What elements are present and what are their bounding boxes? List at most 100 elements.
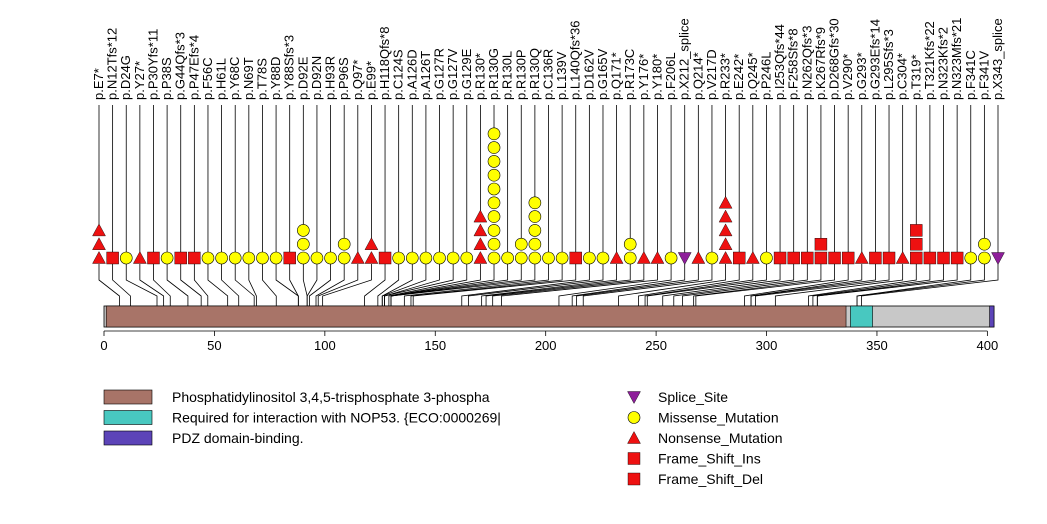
missense-marker <box>487 127 501 141</box>
frameshift-del-marker <box>773 251 787 265</box>
position-connector <box>317 264 359 306</box>
missense-marker <box>119 251 133 265</box>
position-connector <box>808 264 917 306</box>
missense-marker <box>242 251 256 265</box>
missense-marker <box>405 251 419 265</box>
frameshift-del-marker <box>627 472 641 486</box>
position-connector <box>322 264 372 306</box>
nonsense-marker <box>133 251 147 264</box>
position-connector <box>816 264 958 306</box>
mutation-label: p.N323Mfs*21 <box>949 18 964 100</box>
position-connector <box>388 264 468 306</box>
nonsense-marker <box>895 251 910 264</box>
position-connector <box>571 264 686 306</box>
axis-tick-label: 250 <box>645 338 667 353</box>
position-connector <box>644 264 754 306</box>
frameshift-del-marker <box>787 251 800 265</box>
missense-marker <box>528 237 542 251</box>
missense-marker <box>337 237 351 251</box>
position-connector <box>410 264 563 306</box>
frameshift-ins-marker <box>627 452 641 465</box>
mutation-label: p.D92E <box>295 56 310 100</box>
missense-marker <box>542 251 555 265</box>
mutation-label: p.F341V <box>976 51 991 100</box>
mutation-label: p.D268Gfs*30 <box>827 18 842 100</box>
position-connector <box>139 264 165 306</box>
axis-tick-label: 50 <box>207 338 221 353</box>
mutation-label: p.G293Efs*14 <box>867 19 882 100</box>
axis-tick-label: 150 <box>424 338 446 353</box>
nonsense-marker <box>650 251 665 264</box>
nonsense-marker <box>364 237 379 250</box>
mutation-label: p.Y27* <box>132 61 147 100</box>
missense-marker <box>392 251 405 265</box>
position-connector <box>390 264 536 306</box>
position-connector <box>308 264 331 306</box>
mutation-labels: p.E7*p.N12Tfs*12p.D24Gp.Y27*p.P30Yfs*11p… <box>91 18 1005 100</box>
position-connector <box>306 264 318 306</box>
mutation-label: p.V290* <box>840 54 855 100</box>
position-connector <box>646 264 767 306</box>
axis-tick-label: 0 <box>100 338 107 353</box>
frameshift-del-marker <box>937 251 950 265</box>
nonsense-marker <box>627 431 641 444</box>
mutation-label: p.E242* <box>731 54 746 100</box>
frameshift-del-marker <box>801 251 814 265</box>
frameshift-del-marker <box>283 251 296 265</box>
missense-marker <box>160 251 174 265</box>
position-connector <box>673 264 795 306</box>
splice-marker <box>627 391 641 404</box>
mutation-label: p.V217D <box>704 49 719 100</box>
frameshift-del-marker <box>732 251 746 265</box>
protein-track <box>103 305 995 328</box>
legend-domain-swatch <box>103 430 153 446</box>
position-connector <box>576 264 699 306</box>
frameshift-del-marker <box>147 251 160 265</box>
position-connector <box>638 264 740 306</box>
position-connector <box>501 264 658 306</box>
position-connector <box>755 264 890 306</box>
frameshift-del-marker <box>378 251 392 265</box>
position-connector <box>221 264 240 306</box>
mutation-label: p.K267Rfs*9 <box>813 27 828 100</box>
frameshift-del-marker <box>569 251 582 265</box>
mutation-label: p.E99* <box>363 61 378 100</box>
missense-marker <box>337 251 351 265</box>
position-connector <box>412 264 577 306</box>
frameshift-del-marker <box>188 251 201 265</box>
position-connector <box>774 264 904 306</box>
position-connector <box>662 264 781 306</box>
position-connector <box>693 264 822 306</box>
position-connector <box>481 264 618 306</box>
x-axis: 0 50 100 150 200 250 300 350 400 <box>100 330 999 353</box>
frameshift-del-marker <box>841 251 855 265</box>
position-connector <box>467 264 604 306</box>
legend-mutation-label: Splice_Site <box>658 389 728 405</box>
missense-marker <box>419 251 433 265</box>
legend-domain-label: PDZ domain-binding. <box>172 430 304 446</box>
mutation-label: p.F56C <box>200 57 215 100</box>
position-connector <box>315 264 345 306</box>
missense-marker <box>501 251 514 265</box>
missense-marker <box>514 237 528 251</box>
mutation-label: p.Q97* <box>350 60 365 100</box>
missense-marker <box>297 251 310 265</box>
missense-marker <box>528 210 542 223</box>
axis-tick-label: 400 <box>977 338 999 353</box>
mutation-label: p.R130P <box>513 49 528 100</box>
mutation-label: p.N262Qfs*3 <box>799 26 814 100</box>
nonsense-marker <box>473 223 488 237</box>
missense-marker <box>487 155 501 168</box>
protein-domain <box>989 305 995 328</box>
missense-marker <box>627 411 641 424</box>
mutation-label: p.P38S <box>159 57 174 100</box>
legend: Phosphatidylinositol 3,4,5-trisphosphate… <box>103 389 783 487</box>
missense-marker <box>528 224 542 237</box>
position-connector <box>558 264 672 306</box>
missense-marker <box>978 251 991 265</box>
mutation-label: p.L295Sfs*3 <box>881 29 896 100</box>
position-connector <box>381 264 413 306</box>
missense-marker <box>297 224 310 237</box>
position-connector <box>234 264 255 306</box>
